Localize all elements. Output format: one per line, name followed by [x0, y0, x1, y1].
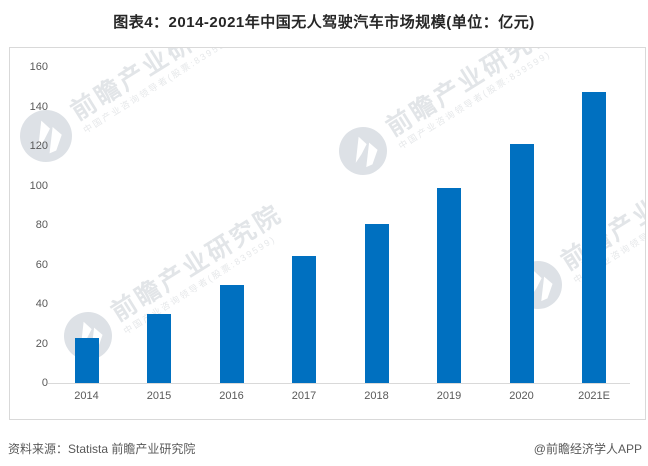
bar-2015 [147, 313, 171, 383]
y-axis-tick-label: 100 [29, 179, 48, 192]
y-axis-tick-label: 80 [35, 219, 48, 231]
credit-note: @前瞻经济学人APP [533, 442, 642, 456]
source-note: 资料来源：Statista 前瞻产业研究院 [8, 442, 196, 456]
y-axis-tick-label: 160 [29, 61, 48, 73]
bar-2017 [292, 255, 316, 383]
x-axis-line [48, 383, 630, 384]
y-axis-tick-label: 40 [35, 298, 48, 310]
y-axis-tick-label: 0 [41, 377, 48, 389]
y-axis-tick-label: 120 [29, 140, 48, 152]
x-axis-tick-label: 2019 [436, 390, 462, 402]
x-axis-tick-label: 2018 [364, 390, 389, 402]
chart-frame: 前瞻产业研究院 中国产业咨询领导者(股票:839599) 前瞻产业研究院 中国产… [9, 47, 646, 420]
bar-2016 [219, 285, 244, 383]
x-axis-tick-label: 2020 [509, 390, 534, 402]
bar-2021e [582, 91, 606, 383]
x-axis-tick-label: 2016 [219, 390, 244, 402]
x-axis-tick-label: 2017 [291, 390, 317, 402]
bar-2014 [74, 337, 99, 383]
y-axis-tick-label: 140 [29, 100, 48, 113]
x-axis-tick-label: 2014 [74, 390, 99, 402]
bar-2020 [509, 144, 534, 383]
x-axis-tick-label: 2015 [146, 390, 172, 402]
y-axis-tick-label: 60 [35, 258, 48, 271]
y-axis-tick-label: 20 [35, 337, 48, 350]
bar-2019 [437, 188, 461, 383]
plot-area: 0 20 40 60 80 100 120 140 160 2014 2015 2016 2017 201… [10, 48, 645, 419]
chart-title: 图表4：2014-2021年中国无人驾驶汽车市场规模(单位：亿元) [113, 14, 535, 31]
x-axis-tick-label: 2021E [578, 390, 610, 402]
bar-2018 [364, 224, 389, 383]
